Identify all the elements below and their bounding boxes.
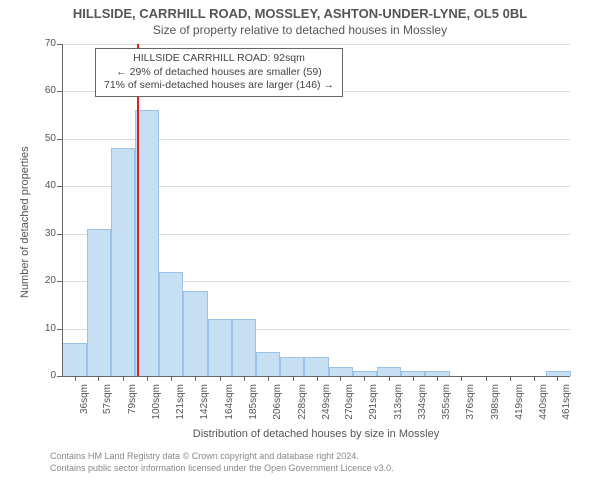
histogram-bar xyxy=(111,148,135,376)
histogram-bar xyxy=(377,367,401,376)
histogram-bar xyxy=(183,291,207,376)
x-tick-label: 142sqm xyxy=(199,384,210,426)
y-tick-label: 50 xyxy=(28,133,56,144)
y-tick-label: 60 xyxy=(28,85,56,96)
annotation-line3: 71% of semi-detached houses are larger (… xyxy=(104,79,334,93)
title-main: HILLSIDE, CARRHILL ROAD, MOSSLEY, ASHTON… xyxy=(0,0,600,21)
y-tick-label: 70 xyxy=(28,38,56,49)
histogram-bar xyxy=(208,319,232,376)
x-tick xyxy=(244,376,245,381)
x-tick-label: 270sqm xyxy=(344,384,355,426)
x-tick-label: 334sqm xyxy=(417,384,428,426)
x-axis-label: Distribution of detached houses by size … xyxy=(62,428,570,440)
histogram-bar xyxy=(232,319,256,376)
x-tick-label: 121sqm xyxy=(175,384,186,426)
x-tick-label: 419sqm xyxy=(514,384,525,426)
x-tick xyxy=(75,376,76,381)
x-tick xyxy=(557,376,558,381)
x-tick-label: 206sqm xyxy=(272,384,283,426)
x-tick xyxy=(293,376,294,381)
x-tick xyxy=(510,376,511,381)
y-tick-label: 40 xyxy=(28,180,56,191)
x-tick xyxy=(340,376,341,381)
x-tick xyxy=(220,376,221,381)
x-tick xyxy=(147,376,148,381)
y-tick-label: 0 xyxy=(28,370,56,381)
y-tick-label: 20 xyxy=(28,275,56,286)
x-tick xyxy=(268,376,269,381)
y-tick-label: 10 xyxy=(28,323,56,334)
x-tick-label: 398sqm xyxy=(490,384,501,426)
x-tick xyxy=(123,376,124,381)
x-tick-label: 36sqm xyxy=(79,384,90,426)
x-tick-label: 313sqm xyxy=(393,384,404,426)
x-tick xyxy=(195,376,196,381)
x-tick-label: 57sqm xyxy=(102,384,113,426)
title-sub: Size of property relative to detached ho… xyxy=(0,21,600,37)
y-axis xyxy=(62,44,63,376)
histogram-bar xyxy=(159,272,183,376)
x-tick xyxy=(461,376,462,381)
chart-container: HILLSIDE, CARRHILL ROAD, MOSSLEY, ASHTON… xyxy=(0,0,600,500)
histogram-bar xyxy=(62,343,86,376)
y-axis-label: Number of detached properties xyxy=(19,118,31,298)
attribution-line1: Contains HM Land Registry data © Crown c… xyxy=(50,451,394,463)
x-tick-label: 461sqm xyxy=(561,384,572,426)
y-tick-label: 30 xyxy=(28,228,56,239)
x-tick xyxy=(413,376,414,381)
histogram-bar xyxy=(280,357,304,376)
attribution-line2: Contains public sector information licen… xyxy=(50,463,394,475)
x-tick-label: 291sqm xyxy=(368,384,379,426)
histogram-bar xyxy=(304,357,328,376)
x-tick-label: 249sqm xyxy=(321,384,332,426)
histogram-bar xyxy=(256,352,280,376)
annotation-line2: ← 29% of detached houses are smaller (59… xyxy=(104,66,334,80)
x-tick xyxy=(486,376,487,381)
attribution: Contains HM Land Registry data © Crown c… xyxy=(50,451,394,474)
x-tick xyxy=(534,376,535,381)
x-tick xyxy=(171,376,172,381)
histogram-bar xyxy=(87,229,111,376)
x-tick xyxy=(389,376,390,381)
x-tick-label: 79sqm xyxy=(127,384,138,426)
x-tick xyxy=(317,376,318,381)
histogram-bar xyxy=(329,367,353,376)
x-tick-label: 185sqm xyxy=(248,384,259,426)
x-tick-label: 164sqm xyxy=(224,384,235,426)
annotation-line1: HILLSIDE CARRHILL ROAD: 92sqm xyxy=(104,52,334,66)
x-tick-label: 376sqm xyxy=(465,384,476,426)
x-tick-label: 440sqm xyxy=(538,384,549,426)
x-tick-label: 228sqm xyxy=(297,384,308,426)
x-tick xyxy=(98,376,99,381)
x-tick-label: 100sqm xyxy=(151,384,162,426)
x-tick xyxy=(364,376,365,381)
x-tick-label: 355sqm xyxy=(441,384,452,426)
annotation-box: HILLSIDE CARRHILL ROAD: 92sqm ← 29% of d… xyxy=(95,48,343,97)
x-tick xyxy=(437,376,438,381)
